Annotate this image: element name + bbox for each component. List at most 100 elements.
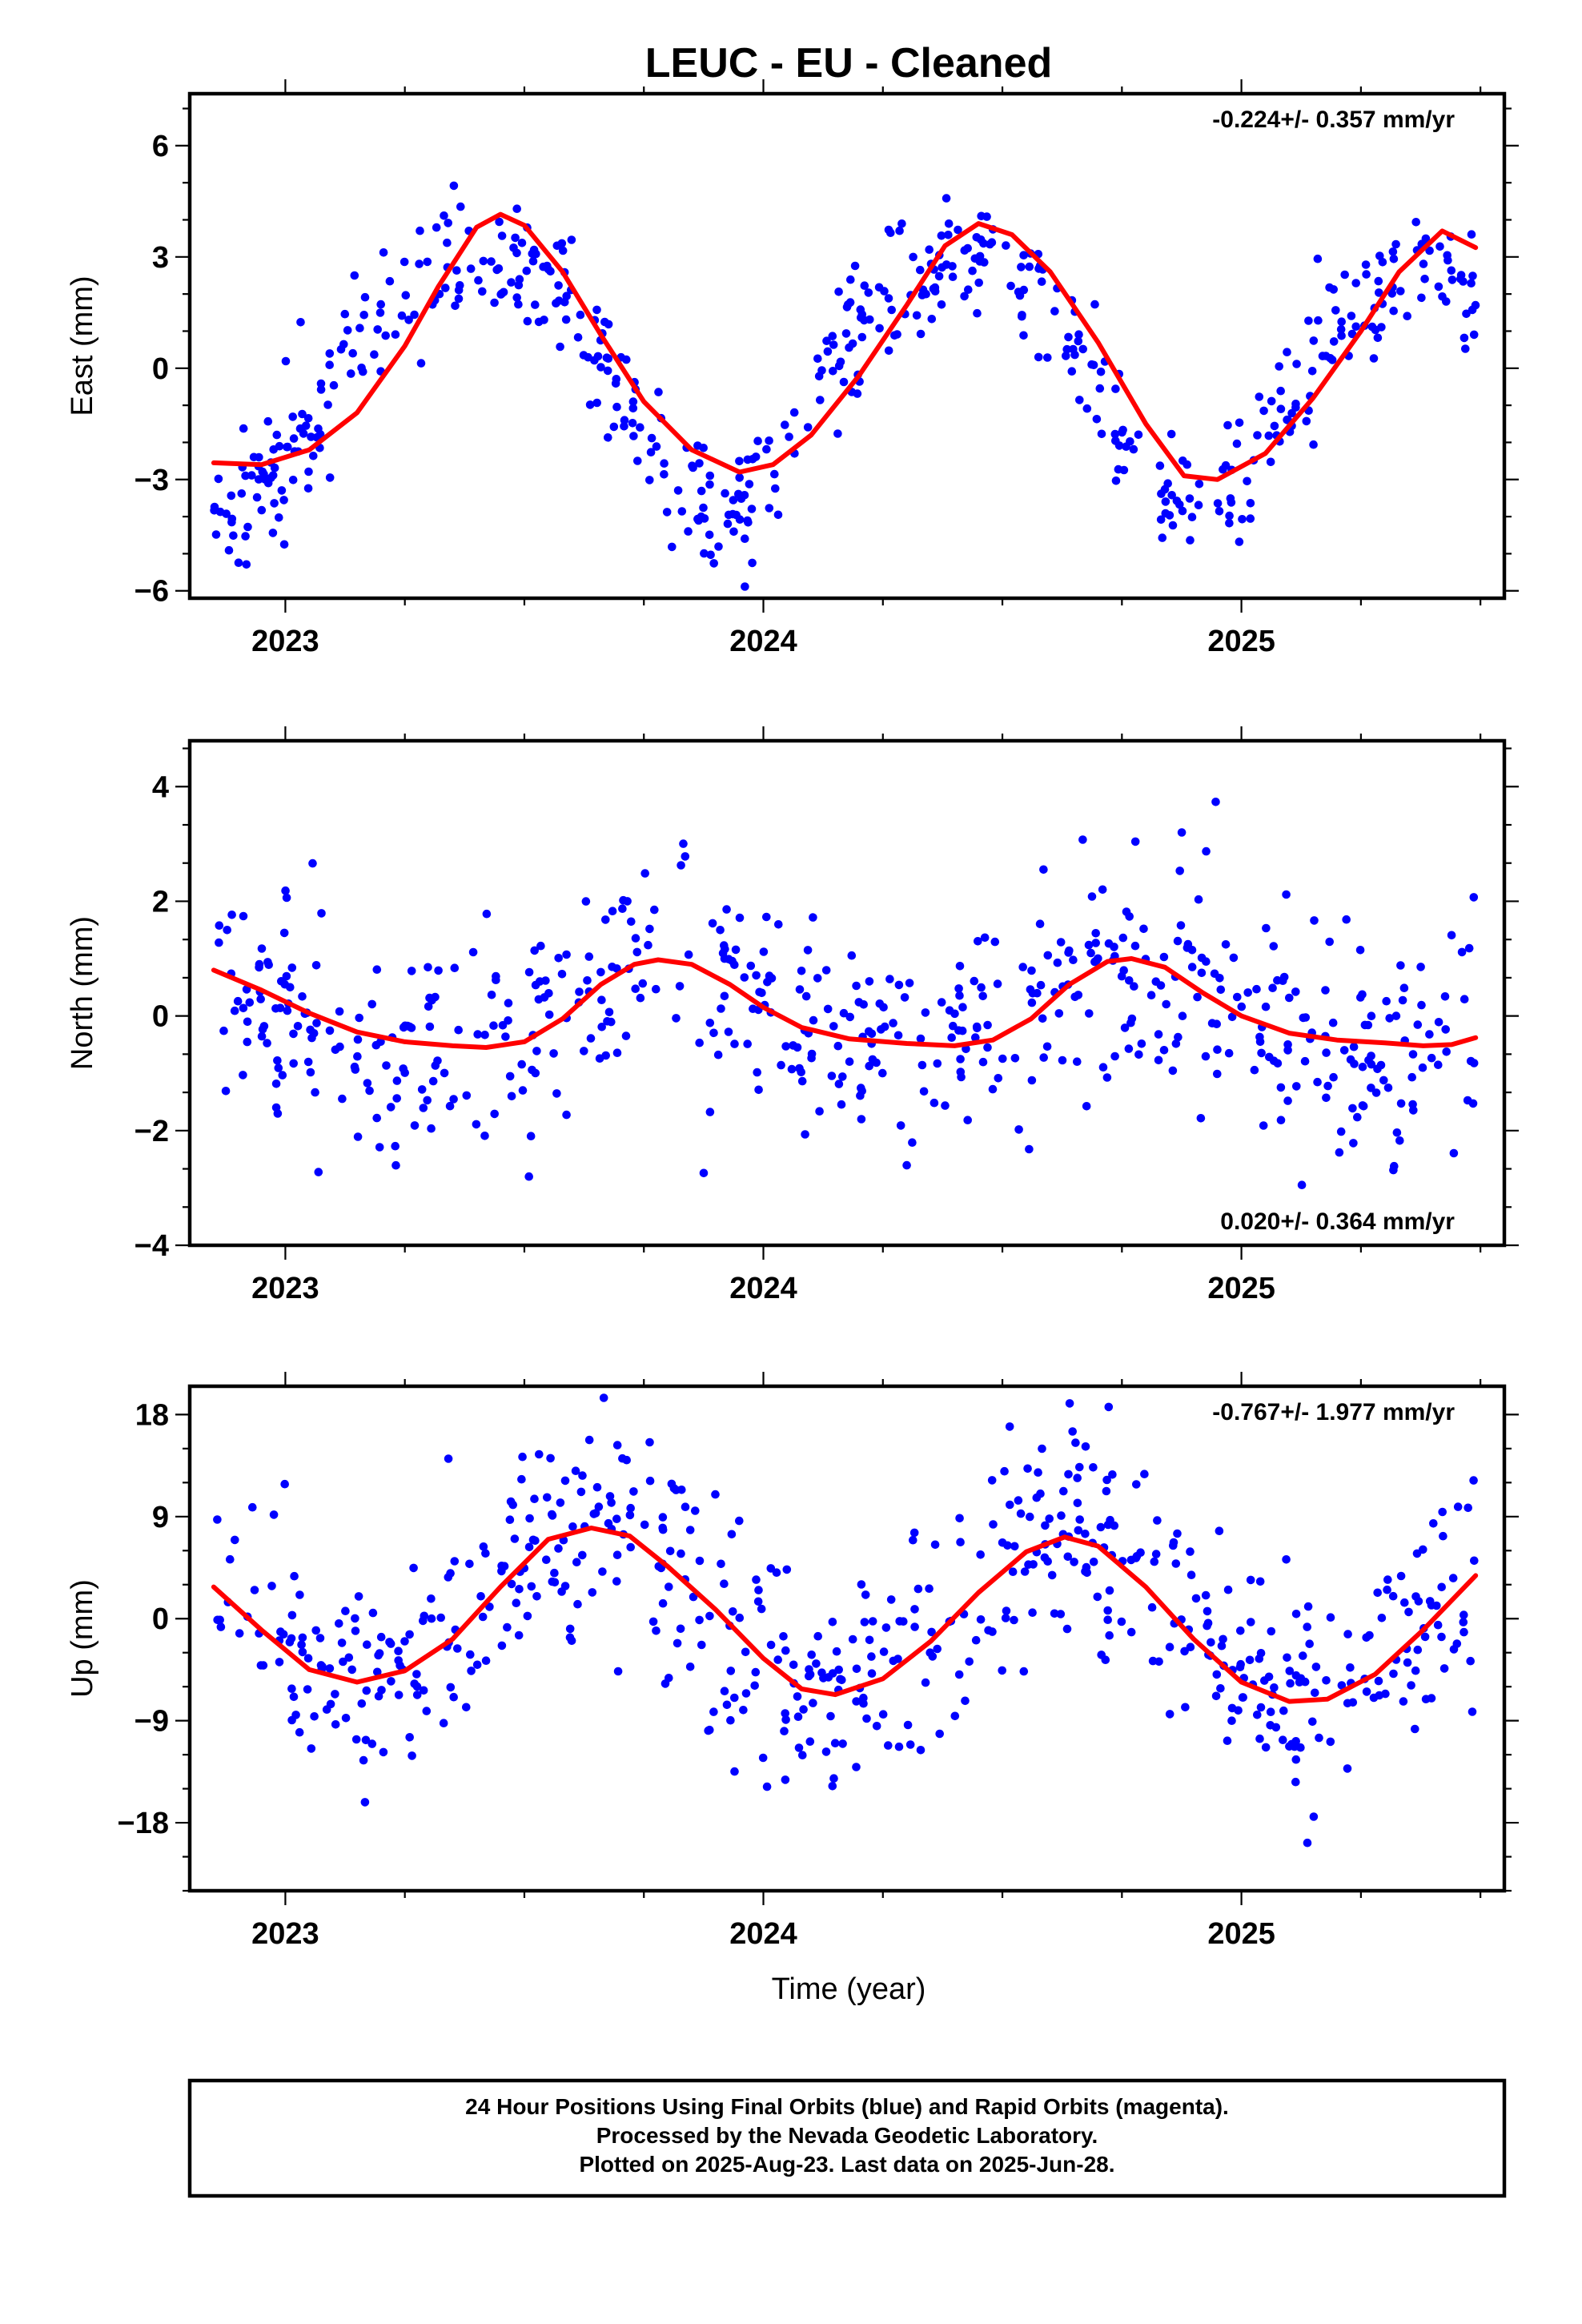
data-point <box>695 459 704 468</box>
data-point <box>1037 277 1046 287</box>
data-point <box>1434 1018 1443 1027</box>
data-point <box>1448 1574 1458 1582</box>
data-point <box>1035 919 1045 928</box>
data-point <box>878 1068 887 1078</box>
data-point <box>554 281 563 290</box>
data-point <box>758 1753 768 1763</box>
data-point <box>490 298 499 308</box>
data-point <box>1108 1470 1117 1479</box>
data-point <box>648 1617 658 1626</box>
data-point <box>789 408 799 417</box>
data-point <box>372 1113 382 1123</box>
data-point <box>1064 332 1073 342</box>
data-point <box>896 1121 905 1130</box>
data-point <box>1343 1764 1352 1773</box>
data-point <box>1411 1666 1420 1675</box>
data-point <box>213 1515 222 1524</box>
data-point <box>1073 1498 1082 1508</box>
data-point <box>1369 1693 1379 1703</box>
x-tick-label: 2025 <box>1207 1272 1275 1305</box>
data-point <box>1047 1570 1057 1580</box>
data-point <box>739 1706 748 1715</box>
data-point <box>711 1490 720 1499</box>
data-point <box>560 1582 570 1590</box>
data-point <box>1259 406 1268 416</box>
data-point <box>1093 1592 1102 1602</box>
data-point <box>1015 291 1025 300</box>
data-point <box>1413 1020 1423 1029</box>
data-point <box>1440 992 1450 1001</box>
y-tick-label: 0 <box>152 1602 169 1636</box>
data-point <box>227 514 237 524</box>
data-point <box>347 1665 357 1675</box>
data-point <box>631 934 640 943</box>
data-point <box>916 1746 926 1755</box>
data-point <box>230 1006 239 1015</box>
data-point <box>857 332 867 342</box>
data-point <box>1283 348 1291 357</box>
data-point <box>704 1726 713 1735</box>
data-point <box>1279 976 1287 985</box>
data-point <box>807 1651 816 1659</box>
data-point <box>227 491 236 501</box>
data-point <box>1102 1486 1111 1496</box>
data-point <box>1326 1737 1335 1747</box>
data-point <box>258 467 267 476</box>
data-point <box>274 1063 283 1072</box>
data-point <box>965 1657 974 1667</box>
data-point <box>288 412 298 421</box>
data-point <box>307 432 315 441</box>
data-point <box>548 1511 557 1520</box>
plot-area <box>211 798 1479 1189</box>
data-point <box>541 976 550 985</box>
data-point <box>974 937 982 946</box>
data-point <box>532 1047 541 1055</box>
data-point <box>1194 895 1203 904</box>
data-point <box>565 1624 575 1634</box>
data-point <box>652 1626 661 1635</box>
data-point <box>1097 1651 1106 1659</box>
data-point <box>718 948 728 958</box>
data-point <box>478 287 487 296</box>
data-point <box>822 336 831 346</box>
data-point <box>1433 1620 1443 1630</box>
data-point <box>1223 1585 1233 1594</box>
data-point <box>884 346 893 356</box>
data-point <box>1014 1496 1023 1505</box>
x-tick-label: 2024 <box>729 1272 797 1305</box>
data-point <box>753 1597 763 1606</box>
data-point <box>1081 1442 1090 1451</box>
data-point <box>1010 1054 1020 1063</box>
data-point <box>1225 511 1234 521</box>
data-point <box>1082 1102 1091 1111</box>
data-point <box>504 999 513 1007</box>
data-point <box>322 1705 331 1714</box>
data-point <box>505 1072 515 1081</box>
data-point <box>579 351 588 360</box>
data-point <box>762 1782 772 1791</box>
data-point <box>1124 1044 1134 1053</box>
data-point <box>1171 1559 1181 1568</box>
data-point <box>755 987 764 997</box>
data-point <box>586 1034 596 1043</box>
data-point <box>813 1631 822 1641</box>
data-point <box>735 473 744 482</box>
data-point <box>1086 948 1095 958</box>
data-point <box>290 1571 299 1581</box>
data-point <box>1110 1051 1119 1061</box>
data-point <box>1246 514 1255 523</box>
data-point <box>957 1072 966 1082</box>
data-point <box>562 950 571 959</box>
data-point <box>958 1026 967 1035</box>
data-point <box>836 357 845 367</box>
data-point <box>1382 996 1391 1006</box>
data-point <box>1250 1065 1259 1075</box>
plot-frame <box>187 91 1507 601</box>
data-point <box>846 275 855 284</box>
data-point <box>449 181 459 191</box>
data-point <box>359 311 369 320</box>
data-point <box>1261 1743 1271 1752</box>
data-point <box>1102 1073 1112 1082</box>
data-point <box>1388 247 1398 256</box>
data-point <box>549 1049 558 1058</box>
